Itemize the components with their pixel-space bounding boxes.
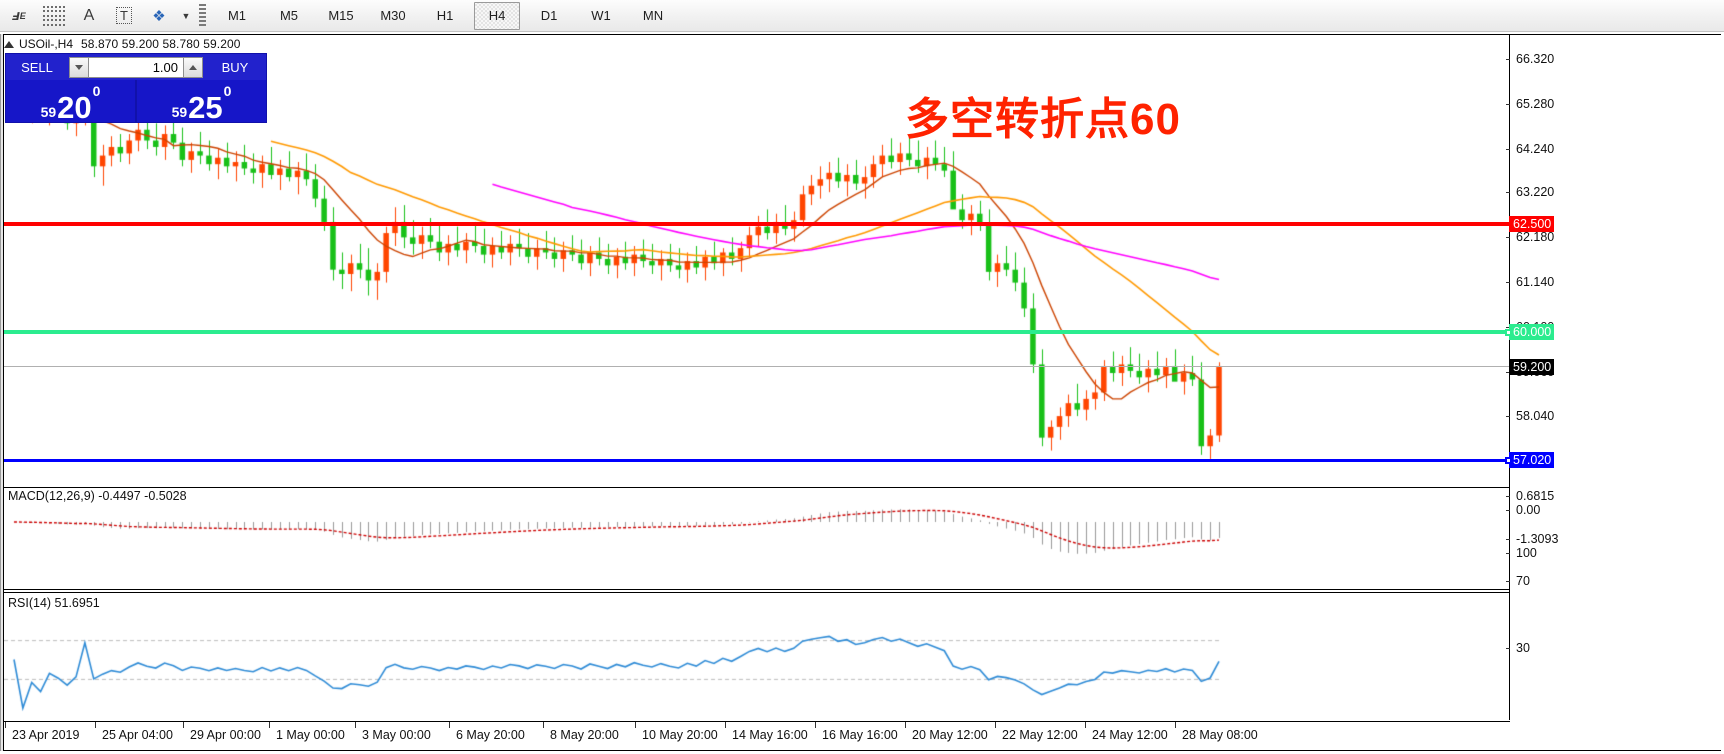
price-tick-label: 64.240 xyxy=(1516,141,1555,156)
time-tick-label: 16 May 16:00 xyxy=(815,722,898,742)
sell-price-prefix: 59 xyxy=(40,104,57,120)
rsi-tick: 100 xyxy=(1506,546,1537,560)
sell-quote[interactable]: 59 20 0 xyxy=(6,80,135,125)
time-tick-label: 6 May 20:00 xyxy=(449,722,525,742)
chart-symbol: USOil-,H4 xyxy=(19,37,74,51)
timeframe-m1[interactable]: M1 xyxy=(227,8,247,23)
toolbar-grip[interactable] xyxy=(199,3,206,28)
price-tick-label: 61.140 xyxy=(1516,275,1555,290)
chevron-down-icon xyxy=(75,64,83,70)
sell-price-main: 20 xyxy=(57,89,92,125)
level-line[interactable] xyxy=(4,366,1509,368)
rsi-canvas[interactable] xyxy=(4,593,1510,720)
price-tick-label: 62.180 xyxy=(1516,230,1555,245)
time-tick-label: 25 Apr 04:00 xyxy=(95,722,173,742)
buy-quote[interactable]: 59 25 0 xyxy=(135,80,266,125)
price-axis[interactable]: 66.32065.28064.24063.22062.18061.14060.1… xyxy=(1505,0,1724,754)
support-price-label[interactable]: 57.020 xyxy=(1509,452,1555,469)
pivot-price-label[interactable]: 60.000 xyxy=(1509,324,1555,341)
time-tick-label: 1 May 00:00 xyxy=(269,722,345,742)
time-tick-label: 3 May 00:00 xyxy=(355,722,431,742)
rsi-label: RSI(14) 51.6951 xyxy=(8,596,100,610)
time-tick-label: 22 May 12:00 xyxy=(995,722,1078,742)
price-tick-label: 58.040 xyxy=(1516,408,1555,423)
sell-price-fraction: 0 xyxy=(92,83,101,99)
macd-label: MACD(12,26,9) -0.4497 -0.5028 xyxy=(8,489,187,503)
time-tick-label: 14 May 16:00 xyxy=(725,722,808,742)
price-tick-label: 65.280 xyxy=(1516,96,1555,111)
macd-tick: 0.6815 xyxy=(1505,489,1554,503)
level-line-handle[interactable] xyxy=(1505,457,1512,465)
triangle-up-icon[interactable] xyxy=(4,40,14,48)
timeframe-w1[interactable]: W1 xyxy=(591,8,611,23)
time-tick-label: 20 May 12:00 xyxy=(905,722,988,742)
volume-increase-button[interactable] xyxy=(183,56,203,78)
macd-canvas[interactable] xyxy=(4,488,1510,589)
timeframe-d1[interactable]: D1 xyxy=(540,8,558,23)
chevron-up-icon xyxy=(189,64,197,70)
volume-stepper[interactable]: 1.00 xyxy=(69,56,203,78)
time-tick-label: 29 Apr 00:00 xyxy=(183,722,261,742)
level-line[interactable] xyxy=(4,330,1509,335)
time-tick-label: 28 May 08:00 xyxy=(1175,722,1258,742)
window-left-gutter xyxy=(0,34,4,751)
price-tick-label: 63.220 xyxy=(1516,185,1555,200)
rsi-tick: 70 xyxy=(1506,574,1530,588)
price-tick: 58.040 xyxy=(1505,408,1555,423)
price-tick: 66.320 xyxy=(1505,51,1555,66)
macd-tick: 0.00 xyxy=(1505,503,1540,517)
price-tick: 63.220 xyxy=(1505,185,1555,200)
macd-tick: -1.3093 xyxy=(1505,532,1558,546)
price-tick: 64.240 xyxy=(1505,141,1555,156)
volume-decrease-button[interactable] xyxy=(69,56,89,78)
crosshair-grid-icon[interactable] xyxy=(38,2,70,30)
time-axis[interactable]: 23 Apr 2019 25 Apr 04:00 29 Apr 00:00 1 May… xyxy=(4,721,1510,752)
text-box-icon[interactable]: T xyxy=(108,2,140,30)
timeframe-m15[interactable]: M15 xyxy=(328,8,354,23)
level-line[interactable] xyxy=(4,458,1509,462)
price-tick-label: 66.320 xyxy=(1516,51,1555,66)
chart-header: USOil-,H4 58.870 59.200 58.780 59.200 xyxy=(4,36,241,52)
timeframe-mn[interactable]: MN xyxy=(642,8,664,23)
time-tick-label: 23 Apr 2019 xyxy=(4,722,80,742)
timeframe-m5[interactable]: M5 xyxy=(279,8,299,23)
sell-button[interactable]: SELL xyxy=(6,54,68,80)
price-tick: 62.180 xyxy=(1505,230,1555,245)
volume-input[interactable]: 1.00 xyxy=(89,56,183,78)
buy-price-prefix: 59 xyxy=(171,104,188,120)
resistance-price-label[interactable]: 62.500 xyxy=(1509,216,1555,233)
chart-annotation: 多空转折点60 xyxy=(905,95,1181,144)
quote-row: 59 20 0 59 25 0 xyxy=(6,80,266,125)
time-tick-label: 24 May 12:00 xyxy=(1085,722,1168,742)
timeframe-m30[interactable]: M30 xyxy=(380,8,406,23)
timeframe-h1[interactable]: H1 xyxy=(436,8,454,23)
dropdown-arrow-icon[interactable]: ▼ xyxy=(181,10,191,21)
macd-pane[interactable] xyxy=(4,487,1510,590)
one-click-trade-panel[interactable]: SELL 1.00 BUY 59 20 0 59 25 0 xyxy=(5,53,267,123)
level-line-handle[interactable] xyxy=(1505,329,1512,337)
chart-ohlc: 58.870 59.200 58.780 59.200 xyxy=(81,37,241,51)
rsi-tick: 30 xyxy=(1506,641,1530,655)
price-axis-line xyxy=(1509,35,1510,720)
price-tick: 65.280 xyxy=(1505,96,1555,111)
current-price-label[interactable]: 59.200 xyxy=(1509,358,1555,375)
trade-controls-row: SELL 1.00 BUY xyxy=(6,54,266,80)
price-tick: 61.140 xyxy=(1505,275,1555,290)
buy-button[interactable]: BUY xyxy=(204,54,266,80)
objects-icon[interactable]: ❖ xyxy=(152,7,166,25)
buy-price-main: 25 xyxy=(188,89,223,125)
time-tick-label: 8 May 20:00 xyxy=(543,722,619,742)
buy-price-fraction: 0 xyxy=(223,83,232,99)
timeframe-h4[interactable]: H4 xyxy=(474,1,520,30)
text-label-icon[interactable]: A xyxy=(83,6,95,24)
level-line[interactable] xyxy=(4,222,1509,227)
time-tick-label: 10 May 20:00 xyxy=(635,722,718,742)
rsi-pane[interactable] xyxy=(4,592,1510,720)
